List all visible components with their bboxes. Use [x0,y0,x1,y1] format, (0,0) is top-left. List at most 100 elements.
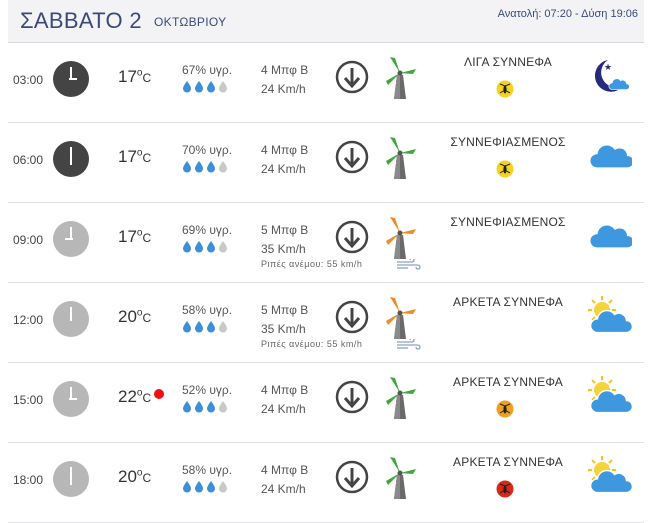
cloud-icon [586,135,635,186]
wind-speed: 24 Km/h [261,402,306,416]
humidity-drop-icon [206,400,218,417]
mosquito-icon [496,80,514,98]
temperature: 22oC [118,387,152,406]
humidity-drop-icon [182,80,194,97]
temperature: 17oC [118,67,152,86]
forecast-row: 15:00 22oC 52% υγρ. 4 Μπφ Β 24 Km/h ΑΡΚΕΤ… [8,363,644,443]
svg-text:★: ★ [604,62,612,72]
humidity-text: 58% υγρ. [182,303,233,317]
humidity-drop-icon [218,400,230,417]
weather-condition: ΣΥΝΝΕΦΙΑΣΜΕΝΟΣ [450,135,566,149]
temperature-value: 20 [118,467,137,486]
weather-condition: ΑΡΚΕΤΑ ΣΥΝΝΕΦΑ [453,455,563,469]
humidity-drop-icon [194,320,206,337]
wind-beaufort: 5 Μπφ Β [261,303,309,317]
weather-condition: ΑΡΚΕΤΑ ΣΥΝΝΕΦΑ [453,375,563,389]
wind-info: 5 Μπφ Β 35 Km/h [261,301,308,339]
wind-direction-arrow-icon [334,379,370,420]
humidity-drop-icon [182,160,194,177]
humidity-drops [182,320,230,338]
humidity-text: 69% υγρ. [182,223,233,237]
wind-speed: 24 Km/h [261,482,306,496]
weather-condition: ΣΥΝΝΕΦΙΑΣΜΕΝΟΣ [450,215,566,229]
wind-direction-arrow-icon [334,299,370,340]
wind-turbine-icon [382,375,418,426]
humidity-drop-icon [218,80,230,97]
wind-info: 5 Μπφ Β 35 Km/h [261,221,308,259]
sunrise-text: Ανατολή: 07:20 [497,8,572,20]
wind-info: 4 Μπφ Β 24 Km/h [261,461,308,499]
clock-icon [53,461,89,497]
day-header: ΣΑΒΒΑΤΟ 2 ΟΚΤΩΒΡΙΟΥ Ανατολή: 07:20 - Δύσ… [8,0,644,43]
sun-cloud-icon [586,455,633,506]
wind-beaufort: 4 Μπφ Β [261,383,309,397]
forecast-time: 15:00 [13,393,44,407]
clock-icon [53,61,89,97]
forecast-row: 03:00 17oC 67% υγρ. 4 Μπφ Β 24 Km/h ΛΙΓΑ … [8,43,644,123]
wind-beaufort: 4 Μπφ Β [261,463,309,477]
wind-speed: 35 Km/h [261,242,306,256]
forecast-row: 18:00 20oC 58% υγρ. 4 Μπφ Β 24 Km/h ΑΡΚΕΤ… [8,443,644,523]
mosquito-icon [496,480,514,498]
humidity-drop-icon [182,320,194,337]
moon-cloud-icon: ★ [586,55,632,106]
forecast-row: 06:00 17oC 70% υγρ. 4 Μπφ Β 24 Km/h ΣΥΝΝΕ… [8,123,644,203]
forecast-time: 09:00 [13,233,44,247]
humidity-drops [182,400,230,418]
forecast-time: 12:00 [13,313,44,327]
temperature: 17oC [118,227,152,246]
forecast-row: 09:00 17oC 69% υγρ. 5 Μπφ Β 35 Km/h Ριπές… [8,203,644,283]
humidity-drop-icon [206,480,218,497]
forecast-time: 18:00 [13,473,44,487]
wind-direction-arrow-icon [334,219,370,260]
wind-info: 4 Μπφ Β 24 Km/h [261,381,308,419]
temperature-value: 17 [118,147,137,166]
humidity-text: 52% υγρ. [182,383,233,397]
humidity-drop-icon [218,240,230,257]
clock-icon [53,221,89,257]
humidity-drops [182,480,230,498]
humidity-text: 70% υγρ. [182,143,233,157]
wind-gust-icon [396,257,422,276]
forecast-time: 06:00 [13,153,44,167]
humidity-drop-icon [194,480,206,497]
wind-turbine-icon [382,55,418,106]
heat-alert-dot [154,389,164,399]
forecast-row: 12:00 20oC 58% υγρ. 5 Μπφ Β 35 Km/h Ριπές… [8,283,644,363]
humidity-drop-icon [194,400,206,417]
weather-condition: ΑΡΚΕΤΑ ΣΥΝΝΕΦΑ [453,295,563,309]
wind-gust-text: Ριπές ανέμου: 55 km/h [261,259,363,269]
wind-direction-arrow-icon [334,139,370,180]
humidity-drop-icon [182,240,194,257]
wind-info: 4 Μπφ Β 24 Km/h [261,61,308,99]
sun-cloud-icon [586,375,633,426]
weather-condition: ΛΙΓΑ ΣΥΝΝΕΦΑ [464,55,552,69]
temperature: 17oC [118,147,152,166]
wind-gust-text: Ριπές ανέμου: 55 km/h [261,339,363,349]
wind-direction-arrow-icon [334,59,370,100]
humidity-drop-icon [182,480,194,497]
cloud-icon [586,215,635,266]
wind-speed: 24 Km/h [261,82,306,96]
temperature: 20oC [118,467,152,486]
wind-turbine-icon [382,295,418,346]
wind-beaufort: 4 Μπφ Β [261,63,309,77]
mosquito-icon [496,400,514,418]
humidity-drop-icon [218,480,230,497]
temperature-value: 20 [118,307,137,326]
humidity-drops [182,80,230,98]
humidity-drop-icon [194,160,206,177]
wind-turbine-icon [382,455,418,506]
humidity-drop-icon [206,80,218,97]
humidity-text: 58% υγρ. [182,463,233,477]
wind-beaufort: 4 Μπφ Β [261,143,309,157]
humidity-drop-icon [218,160,230,177]
sun-cloud-icon [586,295,633,346]
humidity-drop-icon [206,160,218,177]
sun-times: Ανατολή: 07:20 - Δύση 19:06 [498,8,638,20]
humidity-drop-icon [194,80,206,97]
humidity-text: 67% υγρ. [182,63,233,77]
humidity-drop-icon [206,240,218,257]
wind-direction-arrow-icon [334,459,370,500]
mosquito-icon [496,160,514,178]
